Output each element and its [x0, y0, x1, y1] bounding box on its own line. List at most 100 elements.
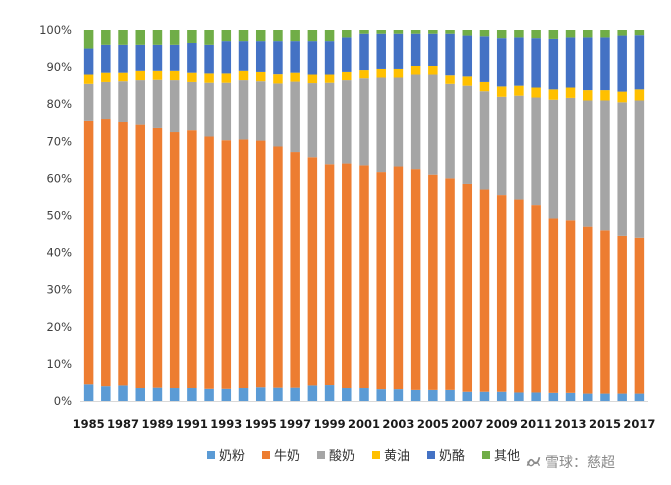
bar-segment-2015-0 — [600, 393, 610, 401]
bar-segment-1989-3 — [152, 70, 163, 80]
x-tick-label: 1995 — [245, 417, 277, 431]
bar-segment-1987-2 — [118, 81, 128, 123]
bar-segment-2009-2 — [496, 96, 507, 196]
bar-segment-1998-3 — [307, 74, 318, 84]
bar-segment-2000-5 — [342, 30, 352, 38]
y-tick-label: 0% — [54, 394, 72, 408]
bar-segment-1988-5 — [135, 30, 145, 45]
x-tick-label: 2007 — [451, 417, 483, 431]
bar-segment-2001-4 — [359, 33, 369, 71]
watermark: 雪球：慈超 — [525, 452, 615, 472]
x-tick-label: 2017 — [623, 417, 655, 431]
bar-segment-1997-1 — [290, 152, 300, 388]
bar-segment-2001-0 — [359, 388, 369, 401]
bar-segment-1992-1 — [204, 136, 214, 389]
bar-segment-2010-4 — [514, 37, 524, 86]
bar-segment-2003-1 — [393, 166, 404, 390]
x-tick-label: 2009 — [486, 417, 518, 431]
bar-segment-2006-1 — [445, 178, 455, 390]
bar-segment-1986-4 — [101, 44, 111, 73]
bar-segment-1990-0 — [169, 388, 180, 401]
bar-segment-1989-5 — [152, 30, 163, 45]
y-tick-label: 20% — [46, 320, 72, 334]
bar-segment-2003-4 — [393, 33, 404, 69]
bar-segment-1991-4 — [187, 42, 197, 73]
bar-segment-1994-2 — [238, 80, 249, 140]
x-tick-label: 1999 — [314, 417, 346, 431]
bar-segment-2005-0 — [428, 389, 438, 401]
bar-segment-2010-3 — [514, 85, 524, 96]
bar-segment-1985-5 — [83, 30, 94, 49]
bar-segment-1987-0 — [118, 385, 128, 401]
bar-segment-2003-0 — [393, 389, 404, 401]
bar-segment-1993-2 — [221, 82, 232, 141]
legend-label-0: 奶粉 — [219, 449, 245, 464]
bar-segment-2001-3 — [359, 70, 369, 79]
bar-segment-2004-5 — [410, 30, 421, 34]
bar-segment-1991-1 — [187, 130, 197, 389]
bar-segment-1999-3 — [324, 74, 335, 83]
legend-swatch-5 — [482, 451, 490, 459]
bar-segment-2006-4 — [445, 33, 455, 76]
bar-segment-2005-5 — [428, 30, 438, 34]
bar-segment-1992-2 — [204, 82, 214, 137]
bar-segment-2015-4 — [600, 37, 610, 91]
bar-segment-1996-5 — [273, 30, 283, 42]
bar-segment-2017-5 — [634, 30, 645, 36]
bar-segment-2002-0 — [376, 389, 386, 401]
bar-segment-1999-0 — [324, 385, 335, 401]
bar-segment-2016-0 — [617, 393, 627, 401]
bar-segment-1990-3 — [169, 70, 180, 81]
bar-segment-2008-1 — [479, 189, 490, 392]
watermark-text: 雪球：慈超 — [545, 455, 615, 471]
bar-segment-2007-0 — [462, 391, 473, 401]
x-tick-label: 2013 — [555, 417, 587, 431]
legend-swatch-2 — [317, 451, 325, 459]
bar-segment-2016-4 — [617, 35, 627, 92]
bar-segment-1995-4 — [255, 41, 266, 72]
bar-segment-2012-0 — [548, 392, 559, 401]
bar-segment-2011-1 — [531, 205, 541, 393]
bar-segment-1993-4 — [221, 41, 232, 74]
bar-segment-1995-1 — [255, 140, 266, 388]
bar-segment-2011-0 — [531, 392, 541, 401]
bar-segment-2014-5 — [583, 30, 593, 38]
y-tick-label: 100% — [39, 23, 72, 37]
bar-segment-1987-1 — [118, 122, 128, 386]
bar-segment-2009-4 — [496, 38, 507, 87]
bar-segment-1985-4 — [83, 48, 94, 75]
bar-segment-1985-0 — [83, 384, 94, 401]
legend-swatch-1 — [262, 451, 270, 459]
bar-segment-2010-2 — [514, 95, 524, 200]
bar-segment-2015-2 — [600, 100, 610, 231]
y-tick-label: 70% — [46, 134, 72, 148]
bar-segment-1994-5 — [238, 30, 249, 42]
bar-segment-1996-3 — [273, 74, 283, 84]
bar-segment-2008-3 — [479, 81, 490, 92]
bar-segment-1991-3 — [187, 72, 197, 82]
y-tick-label: 50% — [46, 209, 72, 223]
x-tick-label: 2015 — [589, 417, 621, 431]
bar-segment-2015-1 — [600, 230, 610, 394]
bar-segment-2000-2 — [342, 80, 352, 164]
bar-segment-2001-5 — [359, 30, 369, 34]
bar-segment-2013-0 — [565, 392, 576, 401]
bar-segment-1992-0 — [204, 388, 214, 401]
x-tick-label: 1989 — [141, 417, 173, 431]
bar-segment-2017-4 — [634, 35, 645, 90]
bar-segment-1998-4 — [307, 41, 318, 75]
x-tick-label: 1991 — [176, 417, 208, 431]
snowball-logo-icon — [526, 457, 541, 467]
bar-segment-2006-0 — [445, 389, 455, 401]
bar-segment-1991-2 — [187, 81, 197, 131]
legend-label-4: 奶酪 — [439, 448, 465, 464]
legend-swatch-3 — [372, 451, 380, 459]
bar-segment-2014-2 — [583, 100, 593, 227]
bar-segment-2012-5 — [548, 30, 559, 39]
bar-segment-2016-1 — [617, 235, 627, 394]
bar-segment-2001-2 — [359, 78, 369, 166]
bar-segment-2005-1 — [428, 174, 438, 390]
y-tick-label: 40% — [46, 246, 72, 260]
bar-segment-2012-2 — [548, 99, 559, 219]
bar-segment-1999-1 — [324, 164, 335, 386]
